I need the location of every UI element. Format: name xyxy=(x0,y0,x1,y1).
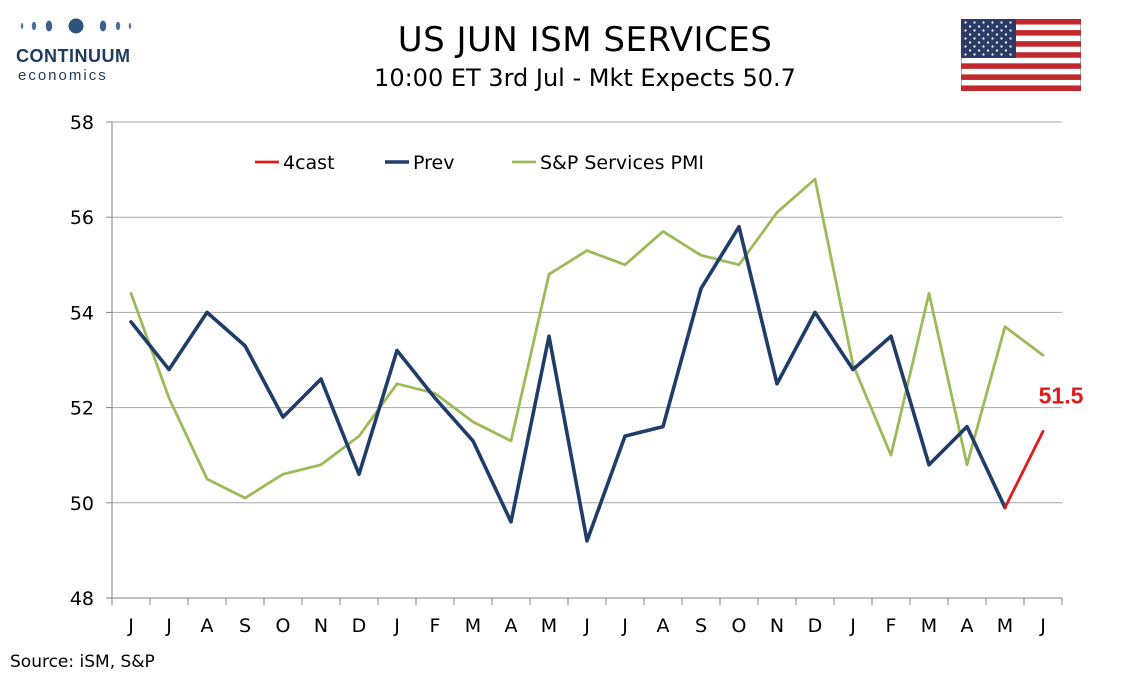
x-tick-label: J xyxy=(165,615,172,637)
legend-label: S&P Services PMI xyxy=(540,152,704,174)
x-tick-label: J xyxy=(127,615,134,637)
x-tick-label: J xyxy=(849,615,856,637)
logo-dots-icon xyxy=(20,18,132,34)
chart-gridlines xyxy=(112,121,1062,504)
x-tick-label: J xyxy=(1039,615,1046,637)
x-tick-label: O xyxy=(732,615,747,637)
y-tick-label: 58 xyxy=(70,112,94,134)
x-tick-label: S xyxy=(695,615,707,637)
us-flag-icon xyxy=(961,19,1081,91)
continuum-logo: CONTINUUM economics xyxy=(10,12,140,84)
y-axis-ticks: 48 50 52 54 56 58 xyxy=(70,112,112,610)
x-tick-label: A xyxy=(961,615,974,637)
chart-axes xyxy=(111,122,1062,599)
series-line-prev xyxy=(129,224,1007,543)
x-tick-label: M xyxy=(997,615,1013,637)
series-line-s-p-services-pmi xyxy=(129,177,1045,500)
series-line-4cast xyxy=(1003,430,1045,509)
x-tick-label: M xyxy=(921,615,937,637)
y-tick-label: 54 xyxy=(70,302,94,324)
legend-label: 4cast xyxy=(283,152,335,174)
chart-title: US JUN ISM SERVICES xyxy=(397,20,773,60)
chart-subtitle: 10:00 ET 3rd Jul - Mkt Expects 50.7 xyxy=(374,64,796,92)
y-tick-label: 52 xyxy=(70,398,94,420)
forecast-value-label: 51.5 xyxy=(1039,382,1084,408)
x-tick-label: J xyxy=(393,615,400,637)
x-tick-label: M xyxy=(465,615,481,637)
x-tick-label: A xyxy=(657,615,670,637)
chart-series xyxy=(129,177,1045,543)
x-tick-label: M xyxy=(541,615,557,637)
x-tick-label: J xyxy=(621,615,628,637)
logo-tagline: economics xyxy=(18,67,108,84)
chart-annotations: 51.5 xyxy=(1039,382,1084,408)
x-tick-label: F xyxy=(430,615,441,637)
source-note: Source: iSM, S&P xyxy=(10,652,155,672)
logo-wordmark: CONTINUUM xyxy=(16,46,131,66)
y-tick-label: 56 xyxy=(70,207,94,229)
chart-legend: 4cast Prev S&P Services PMI xyxy=(255,152,704,174)
y-tick-label: 50 xyxy=(70,493,94,515)
x-tick-label: D xyxy=(352,615,367,637)
x-tick-label: A xyxy=(505,615,518,637)
legend-label: Prev xyxy=(413,152,454,174)
x-tick-label: S xyxy=(239,615,251,637)
x-tick-label: D xyxy=(808,615,823,637)
x-tick-label: F xyxy=(886,615,897,637)
x-tick-label: O xyxy=(276,615,291,637)
y-tick-label: 48 xyxy=(70,588,94,610)
x-tick-label: J xyxy=(583,615,590,637)
x-tick-label: N xyxy=(314,615,328,637)
x-tick-label: N xyxy=(770,615,784,637)
x-tick-label: A xyxy=(201,615,214,637)
